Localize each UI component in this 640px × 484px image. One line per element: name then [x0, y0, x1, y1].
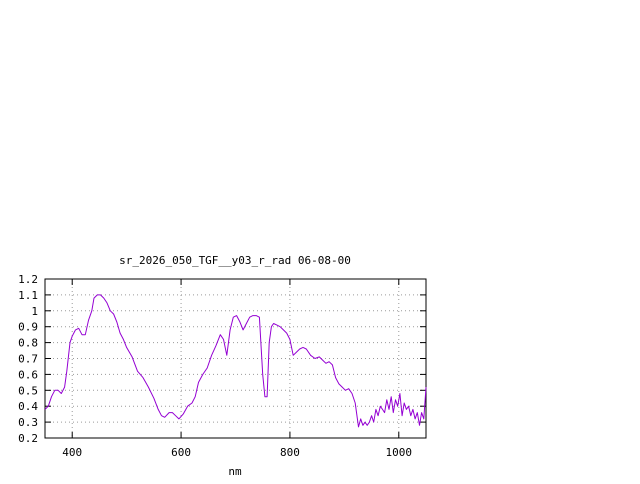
x-axis-label: nm: [228, 465, 242, 478]
x-tick-label: 600: [171, 446, 191, 459]
y-tick-label: 0.6: [18, 368, 38, 381]
y-tick-label: 1: [31, 305, 38, 318]
y-tick-label: 0.2: [18, 432, 38, 445]
y-tick-label: 1.1: [18, 289, 38, 302]
chart-title: sr_2026_050_TGF__y03_r_rad 06-08-00: [119, 254, 351, 267]
y-tick-label: 0.3: [18, 416, 38, 429]
grid-lines: [45, 279, 426, 438]
tick-labels: 0.2 0.3 0.4 0.5 0.6 0.7 0.8 0.9 1 1.1 1.2 400 600 800…: [18, 273, 412, 459]
plot-area-border: [44, 278, 427, 439]
series-layer: [44, 294, 427, 428]
x-tick-label: 1000: [386, 446, 413, 459]
y-tick-label: 1.2: [18, 273, 38, 286]
axis-ticks: [45, 278, 426, 439]
series-line: [44, 294, 427, 428]
x-tick-label: 800: [280, 446, 300, 459]
y-tick-label: 0.5: [18, 384, 38, 397]
y-tick-label: 0.8: [18, 337, 38, 350]
x-tick-label: 400: [62, 446, 82, 459]
y-tick-label: 0.4: [18, 400, 38, 413]
y-tick-label: 0.7: [18, 353, 38, 366]
y-tick-label: 0.9: [18, 321, 38, 334]
